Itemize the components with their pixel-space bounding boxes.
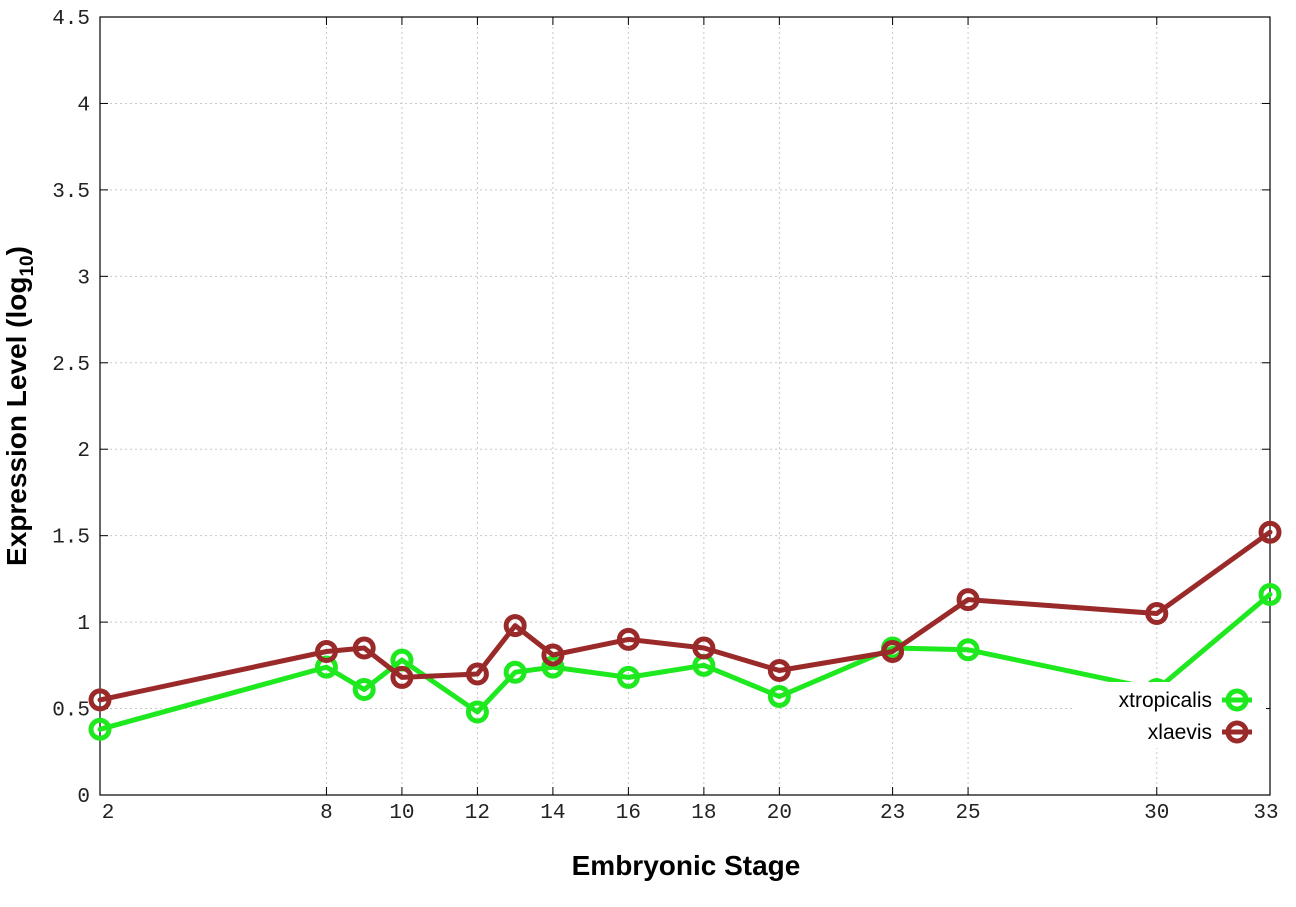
legend-marker-xlaevis — [1225, 720, 1249, 744]
data-point-xlaevis — [465, 662, 489, 686]
data-point-xlaevis — [1145, 601, 1169, 625]
data-point-xlaevis — [616, 627, 640, 651]
x-tick-label: 14 — [540, 802, 565, 825]
data-point-xlaevis — [881, 640, 905, 664]
data-point-xtropicalis — [616, 665, 640, 689]
data-point-xtropicalis — [541, 655, 565, 679]
data-point-xtropicalis — [352, 678, 376, 702]
x-tick-label: 33 — [1253, 802, 1278, 825]
y-tick-label: 1 — [77, 613, 90, 636]
data-point-xlaevis — [390, 665, 414, 689]
data-point-xlaevis — [956, 588, 980, 612]
axis-ticks: 0 0.5 1 1.5 2 2.5 3 3.5 4 4.5 2 8 10 12 14 16 18 20 23 25 30… — [52, 8, 1278, 825]
x-tick-label: 23 — [880, 802, 905, 825]
data-point-xtropicalis — [1258, 582, 1282, 606]
x-tick-label: 2 — [102, 802, 115, 825]
y-tick-label: 0.5 — [52, 700, 90, 723]
grid — [100, 17, 1270, 795]
data-point-xlaevis — [1258, 520, 1282, 544]
x-tick-label: 10 — [389, 802, 414, 825]
data-point-xlaevis — [88, 688, 112, 712]
data-point-xtropicalis — [956, 638, 980, 662]
y-tick-label: 4 — [77, 94, 90, 117]
x-tick-label: 8 — [320, 802, 333, 825]
y-tick-label: 2.5 — [52, 354, 90, 377]
y-tick-label: 0 — [77, 786, 90, 809]
series-xlaevis — [88, 520, 1282, 712]
data-point-xlaevis — [503, 614, 527, 638]
x-tick-label: 12 — [465, 802, 490, 825]
x-tick-label: 18 — [691, 802, 716, 825]
data-point-xlaevis — [541, 643, 565, 667]
y-tick-label: 3 — [77, 267, 90, 290]
y-tick-label: 1.5 — [52, 527, 90, 550]
legend-marker-xtropicalis — [1225, 688, 1249, 712]
data-point-xtropicalis — [767, 684, 791, 708]
y-tick-label: 2 — [77, 440, 90, 463]
series — [88, 520, 1282, 741]
data-point-xtropicalis — [465, 700, 489, 724]
x-tick-label: 16 — [616, 802, 641, 825]
y-axis-title-close: ) — [1, 246, 32, 255]
data-point-xlaevis — [352, 636, 376, 660]
y-axis-title: Expression Level (log10) — [1, 246, 38, 566]
y-tick-label: 4.5 — [52, 8, 90, 31]
x-tick-label: 25 — [955, 802, 980, 825]
legend: xtropicalis xlaevis — [1072, 682, 1266, 748]
legend-label-xlaevis: xlaevis — [1148, 721, 1212, 744]
data-point-xtropicalis — [88, 717, 112, 741]
data-point-xlaevis — [767, 659, 791, 683]
x-tick-label: 30 — [1144, 802, 1169, 825]
x-tick-label: 20 — [767, 802, 792, 825]
y-tick-label: 3.5 — [52, 181, 90, 204]
data-point-xlaevis — [314, 640, 338, 664]
data-point-xlaevis — [692, 636, 716, 660]
plot-frame — [99, 16, 1271, 796]
y-axis-title-subscript: 10 — [17, 255, 38, 276]
data-point-xtropicalis — [503, 660, 527, 684]
x-axis-title: Embryonic Stage — [572, 850, 801, 881]
legend-label-xtropicalis: xtropicalis — [1119, 689, 1212, 712]
y-axis-title-main: Expression Level (log — [1, 277, 32, 566]
